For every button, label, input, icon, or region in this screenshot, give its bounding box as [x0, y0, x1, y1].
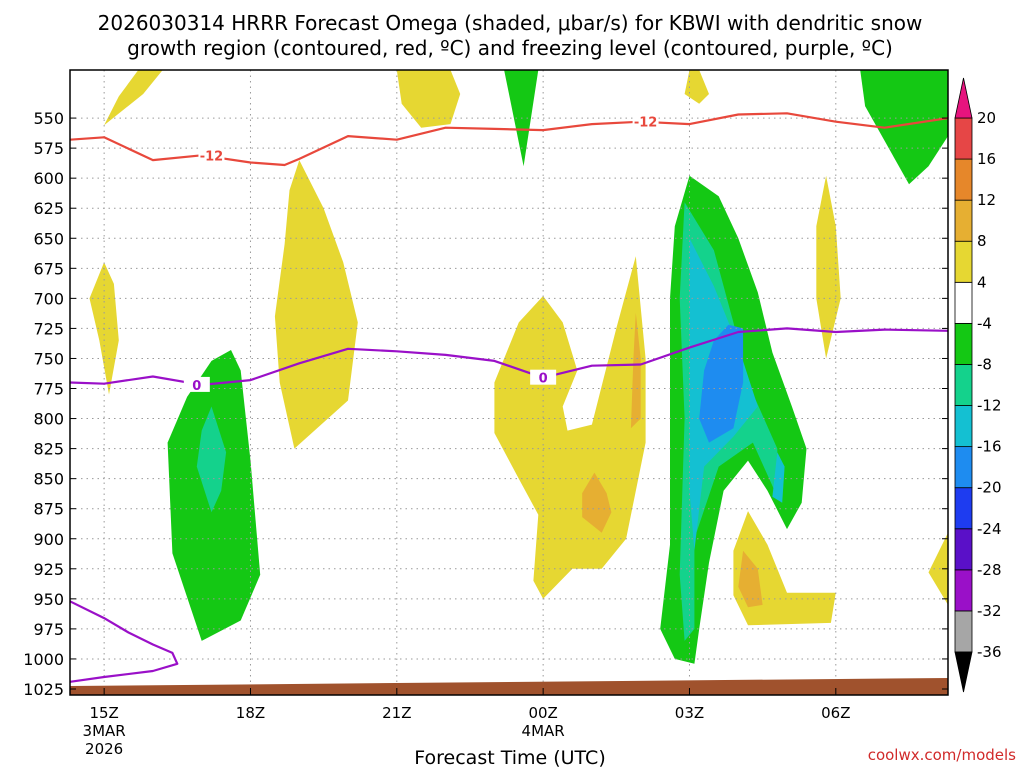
colorbar-swatch-16: [954, 117, 973, 160]
colorbar-label-8: 8: [977, 232, 987, 250]
omega-region-5: [582, 472, 612, 533]
y-tick-label-1025: 1025: [23, 680, 64, 699]
plot-frame: [69, 69, 949, 696]
colorbar-swatch--8: [954, 322, 973, 365]
x-tick-year-2026: 2026: [85, 740, 123, 758]
x-tick-label-03Z: 03Z: [675, 704, 704, 722]
colorbar-swatch--32: [954, 569, 973, 612]
contour-label-bg: [530, 369, 557, 385]
contour-label-freezing_level-1: 0: [539, 372, 548, 387]
omega-region-3: [396, 70, 461, 128]
omega-shading: [89, 70, 948, 664]
colorbar-over-arrow: [954, 77, 973, 119]
omega-region-0: [104, 70, 163, 126]
colorbar-label--20: -20: [977, 479, 1002, 497]
x-tick-label-06Z: 06Z: [821, 704, 850, 722]
y-tick-label-975: 975: [33, 620, 64, 639]
y-tick-label-950: 950: [33, 590, 64, 609]
x-tick-label-21Z: 21Z: [382, 704, 411, 722]
contour-label-bg: [632, 113, 659, 129]
omega-region-8: [816, 175, 841, 359]
colorbar: -36 -32 -28 -24 -20 -16 -12 -8 -4 4 8 12 16 20: [954, 77, 1002, 693]
omega-region-6: [630, 312, 641, 429]
chart-title-line-2: growth region (contoured, red, ºC) and f…: [127, 36, 893, 60]
colorbar-under-arrow: [954, 651, 973, 693]
plot-area: -12 -12 0 0: [70, 70, 948, 695]
y-tick-label-675: 675: [33, 259, 64, 278]
y-tick-label-1000: 1000: [23, 650, 64, 669]
contour-label-bg: [198, 147, 225, 163]
x-tick-label-00Z: 00Z: [528, 704, 557, 722]
omega-region-7: [684, 70, 709, 104]
y-tick-label-875: 875: [33, 500, 64, 519]
colorbar-swatch-8: [954, 199, 973, 242]
y-tick-label-850: 850: [33, 470, 64, 489]
colorbar-label--24: -24: [977, 520, 1002, 538]
grid-lines: [70, 70, 948, 695]
y-tick-label-725: 725: [33, 319, 64, 338]
colorbar-swatch-12: [954, 158, 973, 201]
colorbar-label--4: -4: [977, 314, 992, 332]
y-tick-label-700: 700: [33, 289, 64, 308]
y-tick-label-575: 575: [33, 139, 64, 158]
omega-region-11: [928, 532, 948, 605]
y-tick-label-550: 550: [33, 109, 64, 128]
colorbar-swatch--36: [954, 610, 973, 653]
x-tick-label-18Z: 18Z: [236, 704, 265, 722]
colorbar-label--28: -28: [977, 561, 1002, 579]
y-axis: 550 575 600 625 650 675 700 725 750 775 800 825 850 8…: [23, 109, 948, 699]
terrain-strip: [70, 678, 948, 695]
omega-region-20: [772, 452, 785, 503]
colorbar-swatch--28: [954, 528, 973, 571]
y-tick-label-825: 825: [33, 440, 64, 459]
y-tick-label-900: 900: [33, 530, 64, 549]
contour-label-freezing_level-0: 0: [192, 379, 201, 394]
y-tick-label-750: 750: [33, 349, 64, 368]
y-tick-label-650: 650: [33, 229, 64, 248]
omega-region-13: [860, 70, 948, 185]
contour-lines: -12 -12 0 0: [70, 112, 948, 683]
omega-region-19: [699, 324, 744, 443]
contour-label-bg: [183, 376, 210, 392]
chart-title-line-1: 2026030314 HRRR Forecast Omega (shaded, …: [98, 11, 923, 35]
colorbar-swatch--24: [954, 487, 973, 530]
colorbar-swatch--12: [954, 364, 973, 406]
colorbar-label--16: -16: [977, 438, 1002, 456]
x-tick-date-3MAR: 3MAR: [83, 722, 126, 740]
y-tick-label-775: 775: [33, 380, 64, 399]
colorbar-label-16: 16: [977, 150, 996, 168]
colorbar-swatch-4: [954, 240, 973, 283]
contour-label-temperature-1: -12: [634, 116, 658, 131]
x-axis-label: Forecast Time (UTC): [414, 747, 605, 768]
y-tick-label-925: 925: [33, 560, 64, 579]
colorbar-label--32: -32: [977, 602, 1002, 620]
colorbar-label--12: -12: [977, 397, 1002, 415]
y-tick-label-800: 800: [33, 410, 64, 429]
credit-text: coolwx.com/models: [868, 746, 1016, 764]
colorbar-label--36: -36: [977, 643, 1002, 661]
y-tick-label-625: 625: [33, 199, 64, 218]
colorbar-swatch--20: [954, 446, 973, 489]
omega-region-2: [274, 160, 358, 449]
colorbar-label-12: 12: [977, 191, 996, 209]
omega-region-15: [196, 406, 227, 513]
colorbar-swatch--4: [954, 281, 973, 324]
contour-label-temperature-0: -12: [200, 149, 224, 164]
colorbar-label-20: 20: [977, 109, 996, 127]
y-tick-label-600: 600: [33, 169, 64, 188]
omega-region-10: [738, 550, 763, 608]
contour-line-freezing_level_surface: [70, 600, 179, 683]
colorbar-label-4: 4: [977, 273, 987, 291]
colorbar-label--8: -8: [977, 355, 992, 373]
colorbar-swatch--16: [954, 405, 973, 448]
x-tick-date-4MAR: 4MAR: [522, 722, 565, 740]
x-tick-label-15Z: 15Z: [89, 704, 118, 722]
